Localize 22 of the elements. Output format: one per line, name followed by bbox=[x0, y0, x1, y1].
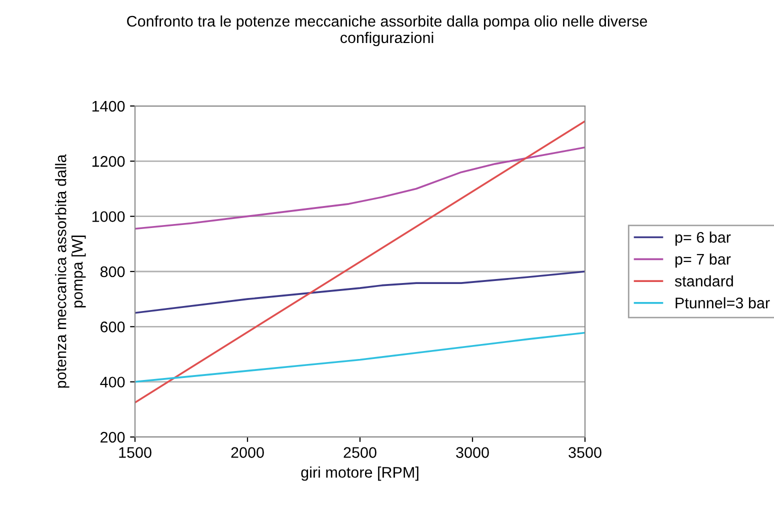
y-tick-label: 400 bbox=[100, 376, 125, 388]
y-tick-label: 800 bbox=[100, 266, 125, 278]
y-axis-title: potenza meccanica assorbita dalla pompa [W] bbox=[55, 154, 86, 388]
y-tick-label: 200 bbox=[100, 432, 125, 443]
legend-label: standard bbox=[674, 275, 733, 287]
line-series bbox=[135, 332, 585, 383]
x-tick-label: 3500 bbox=[568, 447, 602, 458]
line-series bbox=[135, 146, 585, 230]
x-axis-title: giri motore [RPM] bbox=[301, 466, 418, 481]
legend-label: Ptunnel=3 bar bbox=[676, 297, 770, 308]
x-tick-label: 1500 bbox=[119, 447, 152, 458]
chart-title: Confronto tra le potenze meccaniche assorbite dalla pompa olio nelle diverse configurazioni bbox=[127, 15, 648, 46]
y-tick-label: 600 bbox=[100, 322, 125, 332]
y-tick-label: 1400 bbox=[92, 100, 125, 112]
x-tick-label: 3000 bbox=[456, 447, 489, 458]
x-tick-label: 2500 bbox=[344, 447, 376, 458]
legend-label: p= 7 bar bbox=[675, 253, 731, 268]
y-tick-label: 1200 bbox=[92, 156, 125, 167]
legend-label: p= 6 bar bbox=[675, 232, 731, 246]
x-tick-label: 2000 bbox=[231, 447, 264, 458]
y-tick-label: 1000 bbox=[92, 211, 125, 222]
line-series bbox=[135, 270, 585, 314]
